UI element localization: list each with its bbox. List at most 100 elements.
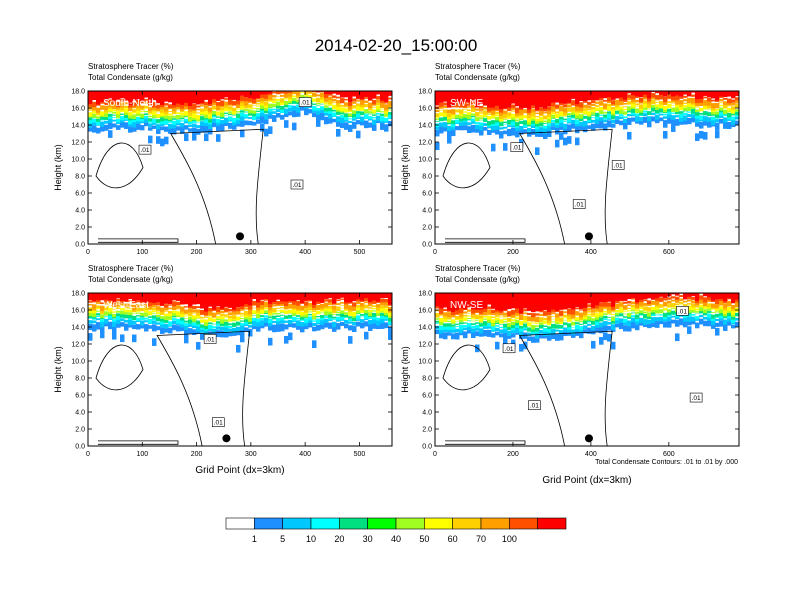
tracer-band-cell — [671, 99, 676, 103]
tracer-band-cell — [384, 112, 389, 117]
tracer-band-cell — [360, 316, 365, 318]
tracer-band-cell — [332, 314, 337, 315]
tracer-band-cell — [659, 94, 664, 100]
tracer-band-cell — [611, 112, 616, 116]
tracer-band-cell — [268, 98, 273, 101]
tracer-band-cell — [679, 111, 684, 114]
tracer-patch-cell — [120, 334, 125, 343]
tracer-band-cell — [611, 304, 616, 310]
tracer-band-cell — [651, 317, 656, 323]
tracer-band-cell — [515, 307, 520, 313]
tracer-band-cell — [543, 112, 548, 114]
tracer-band-cell — [687, 313, 692, 317]
tracer-band-cell — [551, 119, 556, 123]
tracer-band-cell — [248, 312, 253, 317]
tracer-band-cell — [571, 293, 576, 310]
tracer-band-cell — [388, 317, 393, 322]
tracer-band-cell — [679, 314, 684, 317]
tracer-band-cell — [671, 308, 676, 310]
tracer-patch-cell — [491, 143, 496, 152]
tracer-band-cell — [92, 111, 97, 114]
tracer-band-cell — [591, 309, 596, 313]
tracer-band-cell — [224, 330, 229, 338]
tracer-band-cell — [563, 327, 568, 332]
tracer-band-cell — [587, 118, 592, 122]
tracer-band-cell — [611, 328, 616, 332]
tracer-band-cell — [459, 324, 464, 330]
tracer-band-cell — [591, 107, 596, 110]
tracer-band-cell — [563, 127, 568, 135]
tracer-band-cell — [164, 307, 169, 311]
tracer-band-cell — [300, 321, 305, 327]
tracer-band-cell — [204, 108, 209, 112]
y-tick-label: 18.0 — [418, 291, 432, 298]
tracer-band-cell — [583, 91, 588, 102]
tracer-band-cell — [675, 107, 680, 113]
tracer-band-cell — [136, 317, 141, 321]
x-tick-label: 600 — [663, 249, 675, 256]
tracer-band-cell — [272, 324, 277, 333]
x-tick-label: 400 — [585, 451, 597, 458]
tracer-band-cell — [196, 105, 201, 108]
tracer-band-cell — [156, 119, 161, 123]
tracer-band-cell — [184, 318, 189, 319]
tracer-patch-cell — [364, 331, 369, 340]
tracer-band-cell — [647, 100, 652, 104]
colorbar-label: 1 — [252, 534, 257, 544]
tracer-band-cell — [124, 314, 129, 319]
tracer-band-cell — [316, 102, 321, 105]
tracer-band-cell — [719, 107, 724, 111]
colorbar-label: 70 — [476, 534, 486, 544]
tracer-band-cell — [595, 115, 600, 120]
tracer-band-cell — [699, 318, 704, 325]
tracer-band-cell — [511, 127, 516, 136]
tracer-band-cell — [603, 100, 608, 102]
tracer-band-cell — [591, 320, 596, 325]
tracer-band-cell — [563, 314, 568, 318]
tracer-patch-cell — [204, 133, 209, 142]
tracer-patch-cell — [687, 326, 692, 334]
tracer-band-cell — [232, 331, 237, 336]
tracer-band-cell — [124, 307, 129, 309]
tracer-band-cell — [312, 92, 317, 97]
tracer-band-cell — [368, 303, 373, 307]
tracer-band-cell — [675, 303, 680, 306]
tracer-band-cell — [643, 322, 648, 327]
tracer-band-cell — [252, 317, 257, 322]
tracer-band-cell — [356, 305, 361, 308]
tracer-band-cell — [120, 308, 125, 311]
tracer-band-cell — [451, 122, 456, 128]
tracer-band-cell — [571, 100, 576, 106]
tracer-band-cell — [531, 322, 536, 324]
tracer-band-cell — [208, 127, 213, 135]
tracer-band-cell — [563, 317, 568, 319]
tracer-band-cell — [511, 329, 516, 334]
tracer-band-cell — [268, 313, 273, 316]
tracer-band-cell — [643, 100, 648, 104]
tracer-band-cell — [228, 116, 233, 121]
tracer-band-cell — [583, 317, 588, 321]
tracer-band-cell — [599, 306, 604, 312]
tracer-band-cell — [675, 316, 680, 320]
tracer-band-cell — [455, 332, 460, 340]
tracer-band-cell — [300, 319, 305, 321]
tracer-band-cell — [467, 315, 472, 317]
tracer-band-cell — [727, 105, 732, 107]
tracer-band-cell — [575, 109, 580, 113]
tracer-band-cell — [447, 328, 452, 333]
tracer-band-cell — [655, 317, 660, 322]
tracer-band-cell — [639, 293, 644, 300]
tracer-band-cell — [116, 111, 121, 115]
tracer-band-cell — [675, 98, 680, 105]
tracer-band-cell — [567, 328, 572, 333]
tracer-band-cell — [455, 318, 460, 321]
tracer-band-cell — [164, 323, 169, 329]
contour-label-box — [572, 199, 586, 209]
tracer-band-cell — [280, 312, 285, 314]
contour-label-box — [502, 343, 516, 354]
x-tick-label: 200 — [507, 451, 519, 458]
tracer-band-cell — [543, 91, 548, 109]
tracer-band-cell — [727, 121, 732, 129]
tracer-patch-cell — [148, 135, 153, 144]
tower-contour — [156, 330, 251, 447]
